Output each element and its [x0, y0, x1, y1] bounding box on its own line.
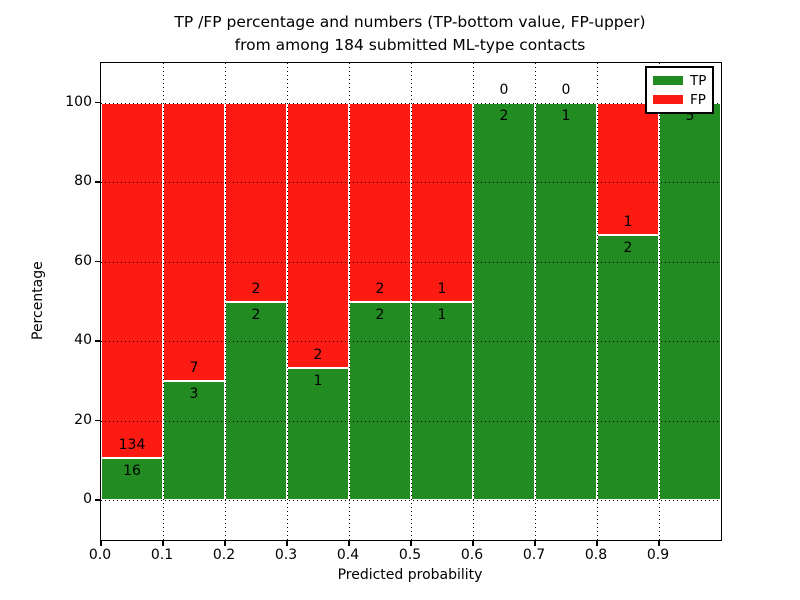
chart-title-line1: TP /FP percentage and numbers (TP-bottom… — [174, 13, 646, 31]
ytick-label-20: 20 — [74, 411, 92, 428]
bar-label-fp-5: 1 — [437, 280, 447, 297]
gridline-vertical-0.7 — [535, 63, 536, 540]
xtick-label-0.1: 0.1 — [150, 547, 174, 563]
ytick-label-100: 100 — [65, 93, 92, 110]
bar-label-tp-7: 1 — [561, 107, 571, 124]
bar-segment-fp-0 — [101, 102, 163, 458]
bar-label-tp-8: 2 — [623, 240, 633, 257]
xtick-mark-0.7 — [534, 540, 536, 546]
legend-label-fp: FP — [690, 91, 706, 108]
gridline-vertical-0.4 — [349, 63, 350, 540]
xtick-label-0.5: 0.5 — [398, 547, 422, 563]
ytick-label-0: 0 — [83, 491, 92, 508]
bar-segment-tp-7 — [535, 102, 597, 501]
ytick-mark-0 — [95, 499, 100, 501]
gridline-vertical-0.2 — [225, 63, 226, 540]
bar-segment-tp-1 — [163, 381, 225, 501]
bar-label-tp-6: 2 — [499, 107, 509, 124]
xtick-label-0.9: 0.9 — [646, 547, 670, 563]
bar-label-fp-7: 0 — [561, 81, 571, 98]
gridline-vertical-0.1 — [163, 63, 164, 540]
bar-segment-tp-4 — [349, 301, 411, 501]
legend-label-tp: TP — [690, 72, 707, 89]
xtick-mark-0.5 — [410, 540, 412, 546]
bar-label-tp-1: 3 — [189, 386, 199, 402]
bar-label-fp-3: 2 — [313, 346, 323, 363]
bar-label-tp-9: 5 — [685, 107, 695, 124]
bar-segment-fp-1 — [163, 102, 225, 381]
bar-segment-tp-9 — [659, 102, 721, 501]
xtick-mark-0.8 — [596, 540, 598, 546]
xtick-mark-0.1 — [162, 540, 164, 546]
x-axis-title: Predicted probability — [337, 567, 483, 583]
bar-segment-fp-5 — [411, 102, 473, 302]
bar-label-tp-4: 2 — [375, 306, 385, 323]
bar-label-tp-5: 1 — [437, 306, 447, 323]
bar-segment-tp-0 — [101, 457, 163, 501]
xtick-mark-0.9 — [658, 540, 660, 546]
xtick-label-0.3: 0.3 — [274, 547, 298, 563]
bar-label-tp-0: 16 — [123, 462, 141, 479]
bar-segment-tp-6 — [473, 102, 535, 501]
ytick-mark-40 — [95, 340, 100, 342]
bar-label-fp-4: 2 — [375, 280, 385, 297]
bar-label-fp-8: 1 — [623, 214, 633, 231]
ytick-mark-100 — [95, 101, 100, 104]
xtick-label-0.8: 0.8 — [584, 547, 608, 563]
gridline-vertical-0.9 — [659, 63, 660, 540]
ytick-label-40: 40 — [74, 332, 92, 349]
bar-label-tp-3: 1 — [313, 372, 323, 389]
bar-segment-fp-2 — [225, 102, 287, 302]
ytick-mark-60 — [95, 260, 100, 263]
bar-segment-fp-8 — [597, 102, 659, 236]
bar-label-fp-1: 7 — [189, 360, 199, 376]
bar-label-fp-0: 134 — [118, 436, 146, 453]
xtick-label-0.0: 0.0 — [88, 547, 112, 563]
legend-swatch-fp — [653, 95, 683, 104]
xtick-mark-0.2 — [224, 540, 226, 546]
y-axis-title: Percentage — [30, 261, 46, 340]
xtick-label-0.2: 0.2 — [212, 547, 236, 563]
bar-segment-fp-4 — [349, 102, 411, 302]
chart-title-line2: from among 184 submitted ML-type contact… — [234, 36, 586, 54]
gridline-vertical-0.3 — [287, 63, 288, 540]
legend-swatch-tp — [653, 76, 683, 85]
bar-segment-tp-2 — [225, 301, 287, 501]
bar-label-fp-2: 2 — [251, 280, 261, 297]
legend: TP FP — [645, 66, 714, 114]
chart-title: TP /FP percentage and numbers (TP-bottom… — [100, 11, 720, 57]
ytick-label-60: 60 — [74, 252, 92, 269]
plot-area: 13416732221221102011205 — [100, 62, 722, 541]
bar-label-tp-2: 2 — [251, 306, 261, 323]
gridline-vertical-0.5 — [411, 63, 412, 540]
ytick-mark-20 — [95, 419, 100, 422]
bar-label-fp-6: 0 — [499, 81, 509, 98]
legend-row-tp: TP — [653, 74, 706, 88]
xtick-mark-0.0 — [100, 540, 102, 546]
gridline-vertical-0.8 — [597, 63, 598, 540]
xtick-mark-0.6 — [472, 540, 474, 546]
bar-segment-tp-8 — [597, 235, 659, 501]
xtick-mark-0.4 — [348, 540, 350, 546]
ytick-label-80: 80 — [74, 173, 92, 190]
xtick-label-0.6: 0.6 — [460, 547, 484, 563]
legend-row-fp: FP — [653, 93, 706, 107]
bar-segment-fp-3 — [287, 102, 349, 368]
gridline-vertical-0.6 — [473, 63, 474, 540]
bar-segment-tp-5 — [411, 301, 473, 501]
xtick-mark-0.3 — [286, 540, 288, 546]
xtick-label-0.4: 0.4 — [336, 547, 360, 563]
xtick-label-0.7: 0.7 — [522, 547, 546, 563]
ytick-mark-80 — [95, 181, 100, 183]
